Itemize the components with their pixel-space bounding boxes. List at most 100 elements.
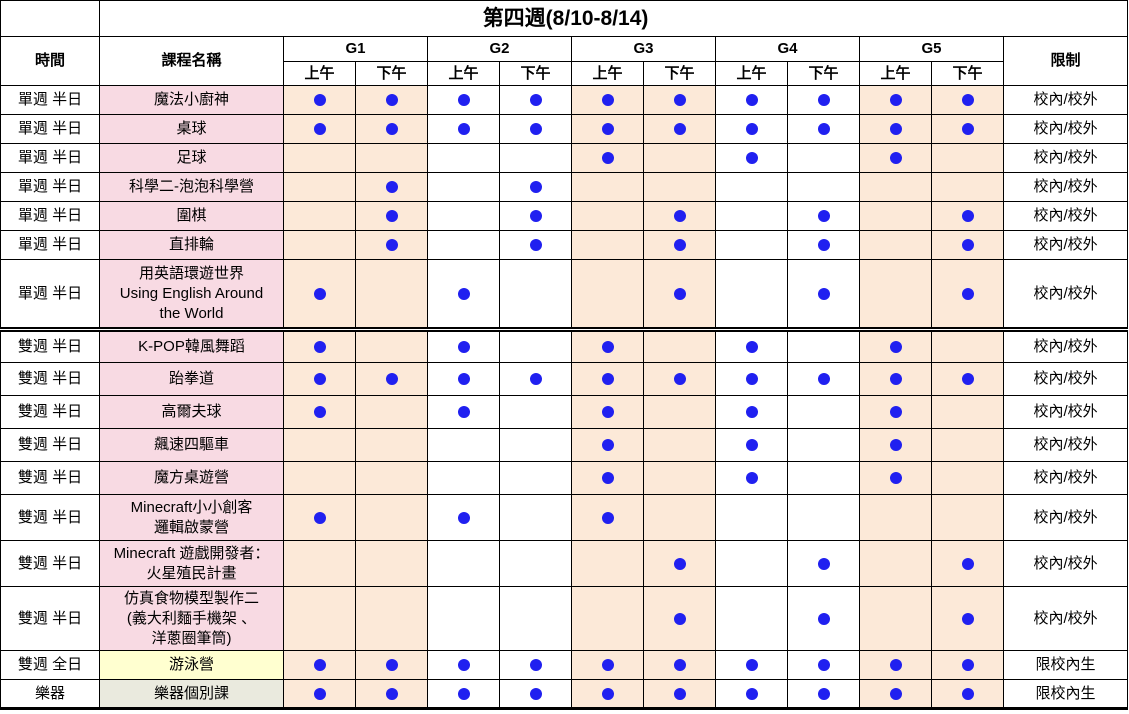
slot-cell-G3上午	[571, 428, 644, 462]
availability-dot	[601, 687, 614, 700]
slot-cell-G3下午	[643, 201, 716, 231]
availability-dot	[457, 94, 470, 107]
slot-cell-G1下午	[355, 395, 428, 429]
col-header-g5-am: 上午	[859, 61, 932, 86]
course-name-cell: 跆拳道	[99, 362, 284, 396]
time-cell: 單週 半日	[0, 114, 100, 144]
slot-cell-G4下午	[787, 586, 860, 651]
availability-dot	[817, 287, 830, 300]
slot-cell-G1下午	[355, 679, 428, 709]
availability-dot	[529, 123, 542, 136]
slot-cell-G1下午	[355, 85, 428, 115]
slot-cell-G3上午	[571, 494, 644, 541]
slot-cell-G4下午	[787, 494, 860, 541]
restriction-cell: 校內/校外	[1002, 329, 1129, 363]
slot-cell-G2下午	[499, 494, 572, 541]
slot-cell-G1上午	[283, 230, 356, 260]
availability-dot	[457, 123, 470, 136]
col-header-g1-am: 上午	[283, 61, 356, 86]
time-cell: 雙週 半日	[0, 428, 100, 462]
availability-dot	[601, 341, 614, 354]
availability-dot	[673, 557, 686, 570]
slot-cell-G3下午	[643, 172, 716, 202]
availability-dot	[961, 94, 974, 107]
restriction-cell: 校內/校外	[1002, 114, 1129, 144]
slot-cell-G3上午	[571, 362, 644, 396]
slot-cell-G4上午	[715, 428, 788, 462]
slot-cell-G5下午	[931, 494, 1004, 541]
slot-cell-G2上午	[427, 143, 500, 173]
slot-cell-G4下午	[787, 230, 860, 260]
availability-dot	[457, 287, 470, 300]
time-cell: 單週 半日	[0, 201, 100, 231]
slot-cell-G1下午	[355, 172, 428, 202]
col-header-g5: G5	[859, 36, 1004, 62]
slot-cell-G3上午	[571, 540, 644, 587]
slot-cell-G4下午	[787, 461, 860, 495]
slot-cell-G4下午	[787, 540, 860, 587]
slot-cell-G5上午	[859, 259, 932, 332]
slot-cell-G5上午	[859, 461, 932, 495]
slot-cell-G3上午	[571, 650, 644, 680]
availability-dot	[817, 94, 830, 107]
restriction-cell: 校內/校外	[1002, 201, 1129, 231]
slot-cell-G4下午	[787, 395, 860, 429]
availability-dot	[889, 123, 902, 136]
availability-dot	[745, 439, 758, 452]
slot-cell-G5下午	[931, 679, 1004, 709]
availability-dot	[313, 406, 326, 419]
restriction-cell: 校內/校外	[1002, 143, 1129, 173]
availability-dot	[961, 659, 974, 672]
schedule-row: 樂器 樂器個別課 限校內生	[0, 679, 1129, 709]
slot-cell-G2下午	[499, 362, 572, 396]
slot-cell-G5上午	[859, 230, 932, 260]
slot-cell-G5上午	[859, 201, 932, 231]
time-cell: 單週 半日	[0, 172, 100, 202]
course-name-cell: 魔法小廚神	[99, 85, 284, 115]
col-header-g2-am: 上午	[427, 61, 500, 86]
slot-cell-G1上午	[283, 586, 356, 651]
availability-dot	[601, 659, 614, 672]
availability-dot	[457, 373, 470, 386]
course-name-cell: Minecraft 遊戲開發者： 火星殖民計畫	[99, 540, 284, 587]
slot-cell-G2下午	[499, 540, 572, 587]
availability-dot	[385, 123, 398, 136]
availability-dot	[313, 287, 326, 300]
schedule-row: 單週 半日 用英語環遊世界 Using English Around the Wo…	[0, 259, 1129, 332]
slot-cell-G3上午	[571, 395, 644, 429]
availability-dot	[889, 439, 902, 452]
slot-cell-G5下午	[931, 362, 1004, 396]
restriction-cell: 限校內生	[1002, 650, 1129, 680]
slot-cell-G2下午	[499, 586, 572, 651]
slot-cell-G4下午	[787, 329, 860, 363]
course-name-cell: 用英語環遊世界 Using English Around the World	[99, 259, 284, 332]
availability-dot	[673, 123, 686, 136]
col-header-restriction: 限制	[1002, 36, 1129, 86]
slot-cell-G3下午	[643, 679, 716, 709]
slot-cell-G2下午	[499, 230, 572, 260]
slot-cell-G3下午	[643, 259, 716, 332]
availability-dot	[601, 373, 614, 386]
slot-cell-G4上午	[715, 259, 788, 332]
slot-cell-G2下午	[499, 85, 572, 115]
slot-cell-G3下午	[643, 395, 716, 429]
availability-dot	[817, 612, 830, 625]
slot-cell-G1下午	[355, 428, 428, 462]
slot-cell-G1上午	[283, 540, 356, 587]
availability-dot	[961, 210, 974, 223]
slot-cell-G5上午	[859, 172, 932, 202]
availability-dot	[385, 94, 398, 107]
slot-cell-G1下午	[355, 259, 428, 332]
slot-cell-G4上午	[715, 395, 788, 429]
availability-dot	[745, 341, 758, 354]
slot-cell-G5上午	[859, 540, 932, 587]
course-name-cell: 直排輪	[99, 230, 284, 260]
schedule-row: 雙週 半日 魔方桌遊營 校內/校外	[0, 461, 1129, 495]
slot-cell-G3下午	[643, 230, 716, 260]
availability-dot	[889, 687, 902, 700]
slot-cell-G4下午	[787, 650, 860, 680]
availability-dot	[673, 287, 686, 300]
restriction-cell: 校內/校外	[1002, 230, 1129, 260]
slot-cell-G1上午	[283, 428, 356, 462]
